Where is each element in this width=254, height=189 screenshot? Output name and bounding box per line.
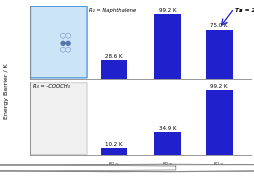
Bar bbox=[154, 14, 181, 78]
Text: 34.9 K: 34.9 K bbox=[159, 126, 177, 131]
Text: $R_2$ =: $R_2$ = bbox=[162, 160, 174, 168]
Text: 10.2 K: 10.2 K bbox=[105, 142, 123, 147]
Text: 75.0 K: 75.0 K bbox=[210, 23, 228, 28]
Text: 28.6 K: 28.6 K bbox=[105, 54, 123, 59]
FancyBboxPatch shape bbox=[30, 6, 87, 78]
Text: R₁ = CHO: R₁ = CHO bbox=[208, 82, 231, 87]
Text: Energy Barrier / K: Energy Barrier / K bbox=[4, 63, 9, 119]
Bar bbox=[206, 30, 233, 78]
Text: $R_2$ =: $R_2$ = bbox=[108, 160, 120, 168]
Bar bbox=[206, 91, 233, 155]
FancyBboxPatch shape bbox=[30, 83, 87, 154]
Bar bbox=[154, 132, 181, 155]
Text: 99.2 K: 99.2 K bbox=[210, 84, 228, 89]
Text: R₂ = Naphthalene: R₂ = Naphthalene bbox=[89, 8, 136, 13]
Text: ⬡⬡
●●
⬡⬡: ⬡⬡ ●● ⬡⬡ bbox=[60, 33, 72, 53]
Bar bbox=[101, 148, 128, 155]
Text: 99.2 K: 99.2 K bbox=[159, 8, 177, 13]
Text: R₁ = -COOCH₃: R₁ = -COOCH₃ bbox=[151, 82, 185, 87]
Bar bbox=[101, 60, 128, 78]
Text: $R_2$ =: $R_2$ = bbox=[213, 160, 225, 168]
Text: R₁ = -CH₃: R₁ = -CH₃ bbox=[102, 82, 126, 87]
Text: Tᴃ = 2.5 K: Tᴃ = 2.5 K bbox=[235, 8, 254, 13]
Text: R₃ = -COOCH₃: R₃ = -COOCH₃ bbox=[33, 84, 70, 89]
